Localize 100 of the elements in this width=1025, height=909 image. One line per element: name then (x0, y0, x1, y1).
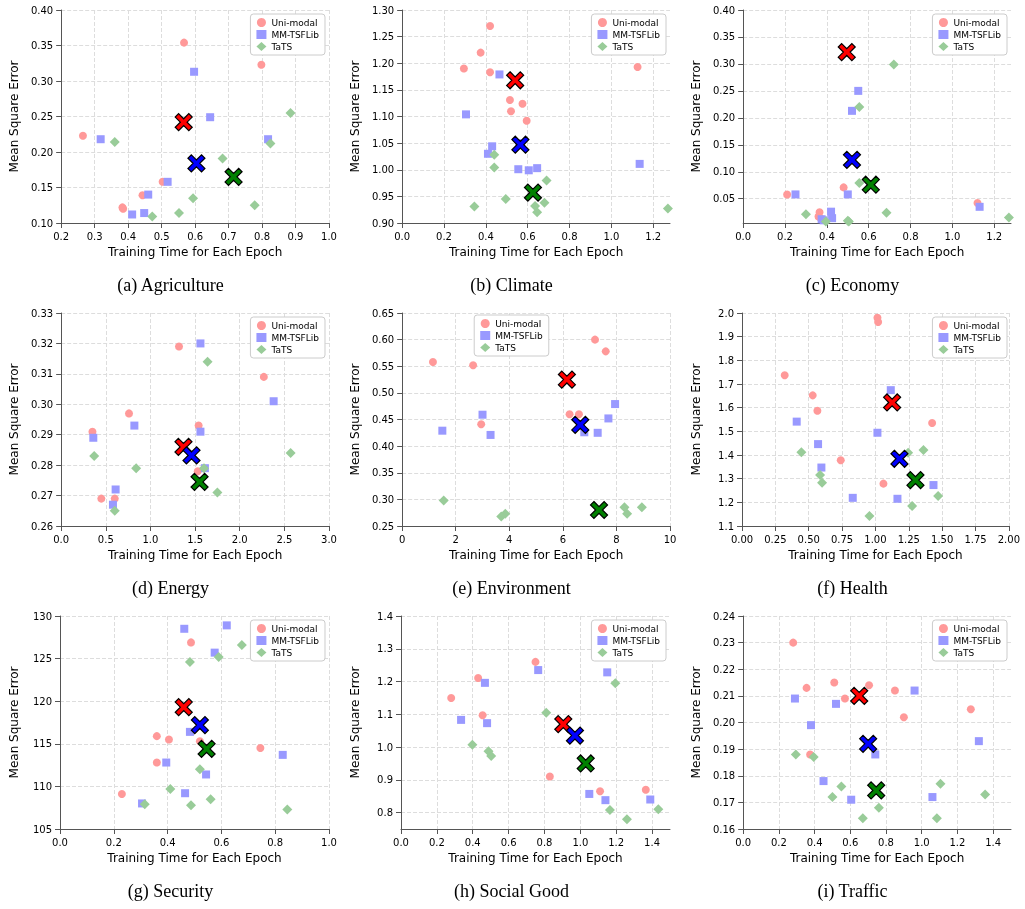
point (109, 137, 120, 148)
x-tick-label: 0.0 (735, 230, 752, 242)
point (662, 203, 673, 214)
x-axis-title: Training Time for Each Epoch (447, 850, 623, 865)
y-tick-label: 0.30 (371, 493, 395, 505)
y-tick-label: 0.10 (712, 166, 736, 178)
legend-label: Uni-modal (271, 17, 318, 28)
x-axis-title: Training Time for Each Epoch (788, 850, 965, 865)
y-tick-label: 0.30 (712, 58, 736, 70)
point (187, 638, 195, 647)
y-tick-label: 0.40 (371, 440, 395, 452)
legend-label: MM-TSFLib (612, 29, 661, 40)
point (633, 62, 642, 71)
y-tick-label: 1.5 (718, 425, 734, 437)
point (180, 624, 189, 633)
y-tick-label: 2.0 (718, 307, 734, 319)
x-axis-title: Training Time for Each Epoch (788, 244, 965, 259)
y-axis-title: Mean Square Error (689, 666, 703, 779)
point (918, 445, 929, 456)
y-tick-label: 125 (32, 653, 52, 665)
x-tick-label: 1.5 (187, 533, 204, 545)
point (813, 406, 822, 415)
x-tick-label: 0.0 (52, 836, 68, 848)
x-tick-label: 0.8 (254, 230, 270, 242)
point (202, 770, 211, 779)
point (929, 481, 938, 490)
y-tick-label: 1.6 (718, 402, 734, 414)
point (850, 686, 869, 705)
y-tick-label: 0.90 (371, 217, 395, 229)
x-tick-label: 1.2 (949, 836, 966, 848)
point (495, 70, 504, 79)
point (428, 357, 437, 366)
point (438, 495, 449, 506)
x-axis-title: Training Time for Each Epoch (787, 547, 963, 562)
x-tick-label: 1.75 (964, 533, 987, 545)
point (807, 721, 816, 730)
y-tick-label: 130 (32, 610, 52, 622)
point (447, 693, 456, 702)
y-tick-label: 0.20 (712, 112, 736, 124)
x-tick-label: 2.00 (997, 533, 1020, 545)
point (541, 175, 552, 186)
y-tick-label: 0.21 (712, 690, 736, 702)
point (469, 201, 480, 212)
y-tick-label: 1.2 (718, 496, 734, 508)
point (96, 135, 105, 144)
point (815, 470, 826, 481)
point (89, 433, 98, 442)
point (174, 208, 185, 219)
point (117, 790, 126, 799)
y-axis-title: Mean Square Error (7, 60, 21, 173)
legend-label: MM-TSFLib (612, 635, 661, 646)
point (879, 479, 888, 488)
x-tick-label: 0.0 (393, 836, 409, 848)
point (486, 430, 495, 439)
point (589, 500, 609, 520)
point (928, 419, 937, 428)
x-tick-label: 1.0 (603, 230, 620, 242)
y-tick-label: 0.20 (712, 717, 736, 728)
y-tick-label: 0.16 (712, 823, 736, 835)
y-tick-label: 1.1 (377, 708, 393, 720)
point (278, 750, 287, 759)
point (125, 409, 134, 418)
x-tick-label: 0.6 (519, 230, 536, 242)
y-tick-label: 0.35 (712, 31, 736, 43)
legend-label: TaTS (952, 647, 975, 658)
x-tick-label: 0.50 (797, 533, 820, 545)
point (847, 795, 856, 804)
legend-label: TaTS (270, 647, 293, 658)
y-axis-title: Mean Square Error (689, 60, 703, 173)
y-tick-label: 0.22 (712, 663, 736, 675)
text: (e) Environment (452, 578, 571, 599)
point (285, 107, 296, 118)
point (808, 391, 817, 400)
point (182, 446, 201, 465)
y-tick-label: 0.18 (712, 770, 736, 782)
point (144, 190, 153, 199)
point (843, 190, 852, 199)
point (873, 802, 884, 813)
point (817, 477, 828, 488)
point (522, 116, 531, 125)
point (935, 778, 946, 789)
y-tick-label: 1.3 (377, 643, 393, 655)
x-tick-label: 0.0 (53, 533, 70, 545)
x-tick-label: 1.0 (913, 836, 930, 848)
point (256, 744, 265, 753)
y-axis-title: Mean Square Error (348, 363, 362, 476)
point (596, 787, 605, 796)
point (533, 164, 542, 173)
point (839, 183, 848, 192)
y-tick-label: 1.30 (371, 4, 395, 16)
point (931, 813, 942, 824)
point (864, 511, 875, 522)
point (836, 781, 847, 792)
point (194, 764, 205, 775)
point (557, 370, 576, 389)
point (859, 734, 878, 753)
point (906, 470, 925, 490)
y-tick-label: 0.31 (30, 368, 54, 380)
y-tick-label: 120 (32, 695, 52, 707)
point (802, 683, 811, 692)
